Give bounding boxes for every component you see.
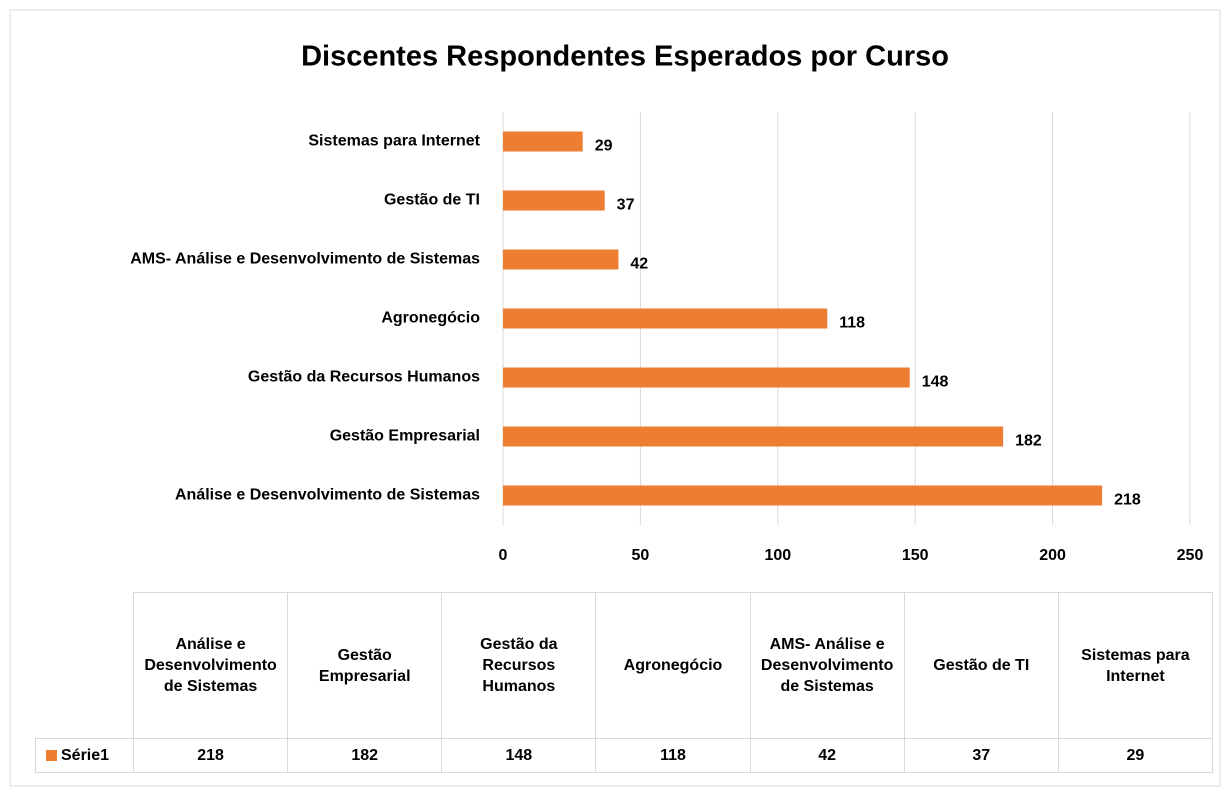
chart-border <box>9 9 1221 787</box>
bar <box>503 367 910 388</box>
y-tick-label: Agronegócio <box>381 310 480 327</box>
table-value-text: 42 <box>818 747 837 764</box>
data-label: 182 <box>1015 433 1042 450</box>
y-tick-label: Análise e Desenvolvimento de Sistemas <box>175 487 480 504</box>
x-tick-label: 100 <box>764 547 791 564</box>
table-value: 42 <box>749 738 905 773</box>
table-header-text: Gestão da Recursos Humanos <box>480 636 558 695</box>
bar <box>503 426 1004 447</box>
table-value: 182 <box>287 738 443 773</box>
table-value-text: 29 <box>1126 747 1145 764</box>
table-value: 29 <box>1057 738 1213 773</box>
table-header: Gestão da Recursos Humanos <box>441 592 597 739</box>
table-header-text: AMS- Análise e Desenvolvimento de Sistem… <box>760 636 894 695</box>
bar <box>503 249 619 270</box>
table-value: 118 <box>595 738 751 773</box>
data-label: 42 <box>630 256 648 273</box>
bar <box>503 190 605 211</box>
table-legend: Série1 <box>35 738 134 773</box>
data-label: 218 <box>1114 492 1141 509</box>
x-tick-label: 200 <box>1039 547 1066 564</box>
table-header-text: Gestão Empresarial <box>318 646 411 685</box>
table-value: 148 <box>441 738 597 773</box>
x-tick-label: 0 <box>499 547 508 564</box>
table-value-text: 118 <box>660 747 686 764</box>
table-value: 37 <box>903 738 1059 773</box>
table-header-text: Gestão de TI <box>933 657 1030 674</box>
y-tick-label: Gestão de TI <box>384 192 480 209</box>
table-header: Análise e Desenvolvimento de Sistemas <box>133 592 289 739</box>
table-header-text: Agronegócio <box>623 657 723 674</box>
legend-label: Série1 <box>61 747 110 764</box>
table-header: Sistemas para Internet <box>1057 592 1213 739</box>
bar <box>503 131 583 152</box>
chart-title: Discentes Respondentes Esperados por Cur… <box>301 41 949 73</box>
table-header: Gestão de TI <box>903 592 1059 739</box>
y-tick-label: Sistemas para Internet <box>308 133 480 150</box>
table-header-text: Sistemas para Internet <box>1081 646 1190 685</box>
data-label: 118 <box>839 315 865 332</box>
bar <box>503 308 828 329</box>
table-value-text: 182 <box>351 747 379 764</box>
table-header: Gestão Empresarial <box>287 592 443 739</box>
table-value-text: 218 <box>197 747 224 764</box>
bar <box>503 485 1103 506</box>
table-header-text: Análise e Desenvolvimento de Sistemas <box>144 636 277 695</box>
table-value-text: 37 <box>972 747 991 764</box>
table-header: AMS- Análise e Desenvolvimento de Sistem… <box>749 592 905 739</box>
table-header: Agronegócio <box>595 592 751 739</box>
y-tick-label: Gestão Empresarial <box>330 428 480 445</box>
x-tick-label: 50 <box>632 547 650 564</box>
y-tick-label: Gestão da Recursos Humanos <box>248 369 480 386</box>
data-label: 29 <box>595 138 613 155</box>
data-label: 37 <box>617 197 635 214</box>
x-tick-label: 250 <box>1177 547 1204 564</box>
y-tick-label: AMS- Análise e Desenvolvimento de Sistem… <box>130 251 480 268</box>
legend-swatch <box>46 750 57 761</box>
table-value-text: 148 <box>505 747 533 764</box>
table-value: 218 <box>133 738 289 773</box>
data-label: 148 <box>922 374 949 391</box>
x-tick-label: 150 <box>902 547 929 564</box>
